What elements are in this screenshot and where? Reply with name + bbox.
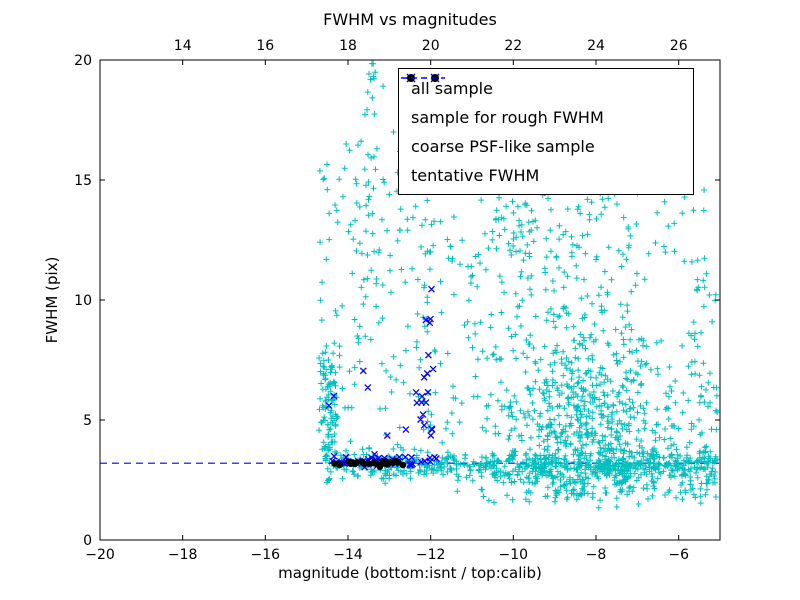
scatter-series-coarse-PSF-like-sample [331,457,407,471]
tick-label: −10 [499,547,529,563]
x-axis-label: magnitude (bottom:isnt / top:calib) [278,564,542,582]
tick-label: 20 [74,53,92,69]
legend-entry: coarse PSF-like sample [407,74,681,157]
tick-label: 24 [587,38,605,54]
legend-label: tentative FWHM [411,165,540,185]
tick-label: −14 [333,547,363,563]
scatter-series-sample-for-rough-FWHM [325,285,440,471]
tick-label: −8 [586,547,607,563]
dashed-line-legend-marker-icon [401,77,445,79]
tick-label: 10 [74,293,92,309]
tick-label: −20 [85,547,115,563]
axes: −20 −18 −16 −14 −12 −10 −8 −6 14 16 18 20 22 24 26 0 5 10… [74,38,721,563]
tick-label: 18 [339,38,357,54]
tick-label: −12 [416,547,446,563]
tick-label: 14 [174,38,192,54]
tick-label: 15 [74,173,92,189]
tick-label: −18 [168,547,198,563]
legend-entry: tentative FWHM [401,77,681,186]
tick-label: 22 [504,38,522,54]
tick-label: −16 [251,547,281,563]
y-axis-label: FWHM (pix) [43,256,61,344]
legend-label: sample for rough FWHM [411,107,604,127]
legend-label: all sample [411,78,493,98]
tick-label: 16 [256,38,274,54]
legend-label: coarse PSF-like sample [411,136,595,156]
tick-label: 5 [83,413,92,429]
tick-label: 0 [83,533,92,549]
tick-label: 20 [422,38,440,54]
tick-label: 26 [670,38,688,54]
legend-entry: sample for rough FWHM [406,73,681,128]
chart-title: FWHM vs magnitudes [323,10,497,29]
legend: all sample sample for rough FWHM coarse PS… [398,68,694,195]
legend-entry: all sample [407,74,681,99]
tick-label: −6 [668,547,689,563]
